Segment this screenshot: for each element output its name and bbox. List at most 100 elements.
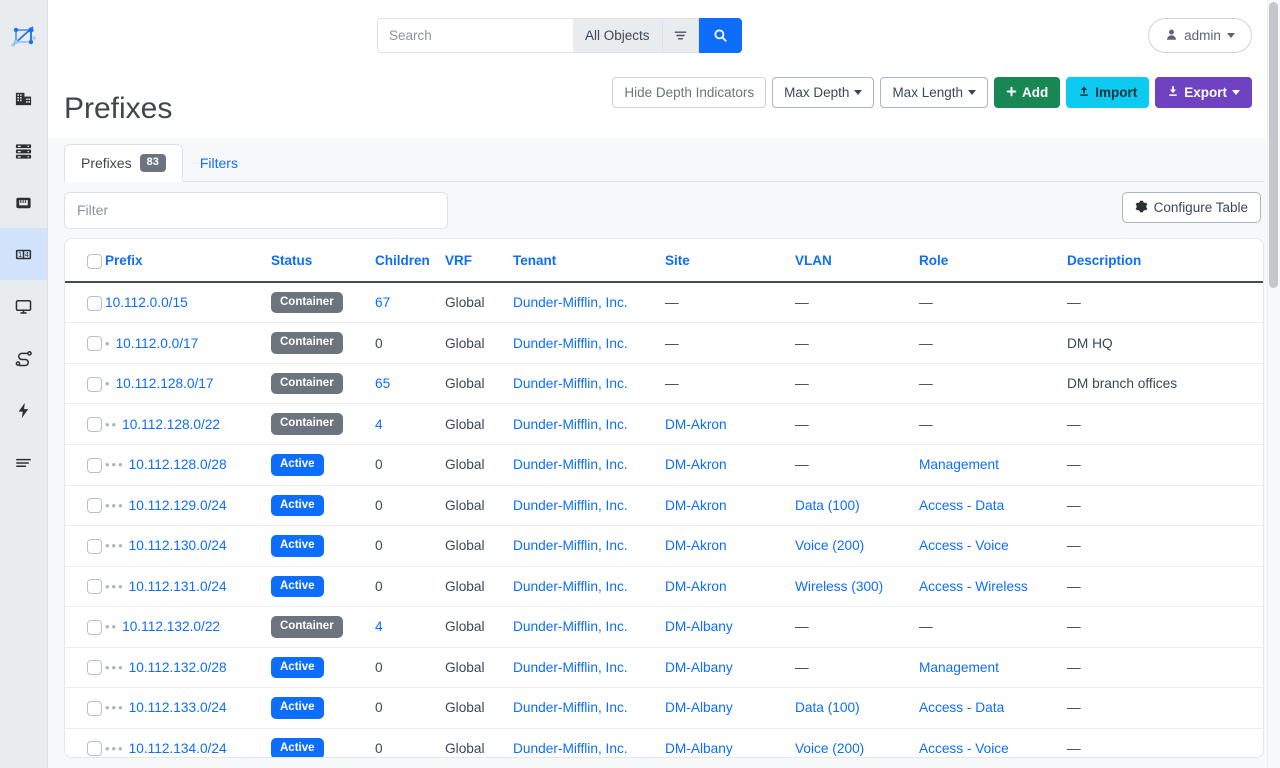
cell-children[interactable]: 67 <box>375 295 391 311</box>
role-link[interactable]: Access - Data <box>919 497 1005 513</box>
import-button[interactable]: Import <box>1066 77 1150 108</box>
prefix-link[interactable]: 10.112.129.0/24 <box>128 497 227 513</box>
tenant-link[interactable]: Dunder-Mifflin, Inc. <box>513 578 628 594</box>
tenant-link[interactable]: Dunder-Mifflin, Inc. <box>513 538 628 554</box>
site-link[interactable]: DM-Albany <box>665 700 733 716</box>
hide-depth-indicators-button[interactable]: Hide Depth Indicators <box>612 77 767 108</box>
table-row[interactable]: ••• 10.112.133.0/24 Active 0 Global Dunder-Mi… <box>65 687 1263 729</box>
table-row[interactable]: • 10.112.0.0/17 Container 0 Global Dunder-Mif… <box>65 322 1263 364</box>
vlan-link[interactable]: Data (100) <box>795 497 860 513</box>
row-checkbox[interactable] <box>87 700 102 716</box>
role-link[interactable]: Management <box>919 457 999 473</box>
column-header-vrf[interactable]: VRF <box>439 239 507 283</box>
site-link[interactable]: DM-Akron <box>665 497 727 513</box>
cell-children[interactable]: 4 <box>375 619 383 635</box>
column-header-status[interactable]: Status <box>265 239 369 283</box>
max-length-dropdown[interactable]: Max Length <box>880 77 988 108</box>
tenant-link[interactable]: Dunder-Mifflin, Inc. <box>513 295 628 311</box>
configure-table-button[interactable]: Configure Table <box>1121 192 1261 223</box>
role-link[interactable]: Access - Voice <box>919 538 1009 554</box>
role-link[interactable]: Management <box>919 659 999 675</box>
table-row[interactable]: •• 10.112.128.0/22 Container 4 Global Dunder-… <box>65 403 1263 445</box>
row-checkbox[interactable] <box>87 579 102 595</box>
tenant-link[interactable]: Dunder-Mifflin, Inc. <box>513 497 628 513</box>
vlan-link[interactable]: Voice (200) <box>795 538 865 554</box>
table-row[interactable]: ••• 10.112.131.0/24 Active 0 Global Dunder-Mi… <box>65 566 1263 608</box>
site-link[interactable]: DM-Akron <box>665 578 727 594</box>
site-link[interactable]: DM-Albany <box>665 740 733 756</box>
prefix-link[interactable]: 10.112.128.0/22 <box>122 416 221 432</box>
vlan-link[interactable]: Data (100) <box>795 700 860 716</box>
tenant-link[interactable]: Dunder-Mifflin, Inc. <box>513 700 628 716</box>
tenant-link[interactable]: Dunder-Mifflin, Inc. <box>513 659 628 675</box>
export-dropdown[interactable]: Export <box>1155 77 1252 108</box>
column-header-vlan[interactable]: VLAN <box>789 239 913 283</box>
sidebar-item-power[interactable] <box>0 384 47 436</box>
prefix-link[interactable]: 10.112.130.0/24 <box>128 538 227 554</box>
table-row[interactable]: ••• 10.112.134.0/24 Active 0 Global Dunder-Mi… <box>65 728 1263 757</box>
row-checkbox[interactable] <box>87 295 102 311</box>
prefix-link[interactable]: 10.112.128.0/17 <box>115 376 214 392</box>
tenant-link[interactable]: Dunder-Mifflin, Inc. <box>513 376 628 392</box>
prefix-link[interactable]: 10.112.134.0/24 <box>128 740 227 756</box>
max-depth-dropdown[interactable]: Max Depth <box>772 77 875 108</box>
site-link[interactable]: DM-Albany <box>665 659 733 675</box>
table-row[interactable]: • 10.112.128.0/17 Container 65 Global Dunder-… <box>65 363 1263 405</box>
scrollbar-thumb[interactable] <box>1269 2 1278 288</box>
add-button[interactable]: Add <box>993 77 1061 108</box>
vlan-link[interactable]: Voice (200) <box>795 740 865 756</box>
row-checkbox[interactable] <box>87 660 102 676</box>
table-row[interactable]: ••• 10.112.132.0/28 Active 0 Global Dunder-Mi… <box>65 647 1263 689</box>
row-checkbox[interactable] <box>87 336 102 352</box>
tenant-link[interactable]: Dunder-Mifflin, Inc. <box>513 335 628 351</box>
row-checkbox[interactable] <box>87 457 102 473</box>
site-link[interactable]: DM-Akron <box>665 538 727 554</box>
page-scrollbar[interactable] <box>1267 0 1280 768</box>
prefix-link[interactable]: 10.112.131.0/24 <box>128 578 227 594</box>
column-header-site[interactable]: Site <box>659 239 789 283</box>
row-checkbox[interactable] <box>87 619 102 635</box>
column-header-description[interactable]: Description <box>1061 239 1263 283</box>
tab-prefixes[interactable]: Prefixes 83 <box>64 144 183 182</box>
column-header-prefix[interactable]: Prefix <box>99 239 265 283</box>
row-checkbox[interactable] <box>87 376 102 392</box>
prefix-link[interactable]: 10.112.0.0/17 <box>115 335 199 351</box>
user-menu[interactable]: admin <box>1148 18 1252 53</box>
site-link[interactable]: DM-Akron <box>665 457 727 473</box>
role-link[interactable]: Access - Voice <box>919 740 1009 756</box>
table-row[interactable]: •• 10.112.132.0/22 Container 4 Global Dunder-… <box>65 606 1263 648</box>
select-all-checkbox[interactable] <box>87 253 102 269</box>
search-icon[interactable] <box>698 18 742 53</box>
row-checkbox[interactable] <box>87 498 102 514</box>
tab-filters[interactable]: Filters <box>183 144 255 182</box>
prefix-link[interactable]: 10.112.132.0/22 <box>122 619 221 635</box>
prefix-link[interactable]: 10.112.0.0/15 <box>105 295 188 311</box>
table-row[interactable]: ••• 10.112.128.0/28 Active 0 Global Dunder-Mi… <box>65 444 1263 486</box>
sidebar-item-ipam[interactable]: 1 4 <box>0 228 47 280</box>
column-header-tenant[interactable]: Tenant <box>507 239 659 283</box>
search-scope-dropdown[interactable]: All Objects <box>573 18 663 53</box>
table-row[interactable]: ••• 10.112.130.0/24 Active 0 Global Dunder-Mi… <box>65 525 1263 567</box>
table-row[interactable]: ••• 10.112.129.0/24 Active 0 Global Dunder-Mi… <box>65 485 1263 527</box>
filter-icon[interactable] <box>662 18 699 53</box>
tenant-link[interactable]: Dunder-Mifflin, Inc. <box>513 457 628 473</box>
role-link[interactable]: Access - Wireless <box>919 578 1028 594</box>
row-checkbox[interactable] <box>87 741 102 757</box>
role-link[interactable]: Access - Data <box>919 700 1005 716</box>
cell-children[interactable]: 4 <box>375 416 383 432</box>
prefix-link[interactable]: 10.112.132.0/28 <box>128 659 227 675</box>
search-input[interactable] <box>377 18 573 53</box>
sidebar-item-racks[interactable] <box>0 124 47 176</box>
column-header-role[interactable]: Role <box>913 239 1061 283</box>
tenant-link[interactable]: Dunder-Mifflin, Inc. <box>513 416 628 432</box>
row-checkbox[interactable] <box>87 417 102 433</box>
prefix-link[interactable]: 10.112.133.0/24 <box>128 700 227 716</box>
column-header-children[interactable]: Children <box>369 239 439 283</box>
table-row[interactable]: 10.112.0.0/15 Container 67 Global Dunder-Mif… <box>65 281 1263 324</box>
site-link[interactable]: DM-Albany <box>665 619 733 635</box>
sidebar-item-virtualization[interactable] <box>0 280 47 332</box>
sidebar-item-other[interactable] <box>0 436 47 488</box>
tenant-link[interactable]: Dunder-Mifflin, Inc. <box>513 619 628 635</box>
site-link[interactable]: DM-Akron <box>665 416 727 432</box>
netbox-graph-logo[interactable] <box>0 0 47 72</box>
